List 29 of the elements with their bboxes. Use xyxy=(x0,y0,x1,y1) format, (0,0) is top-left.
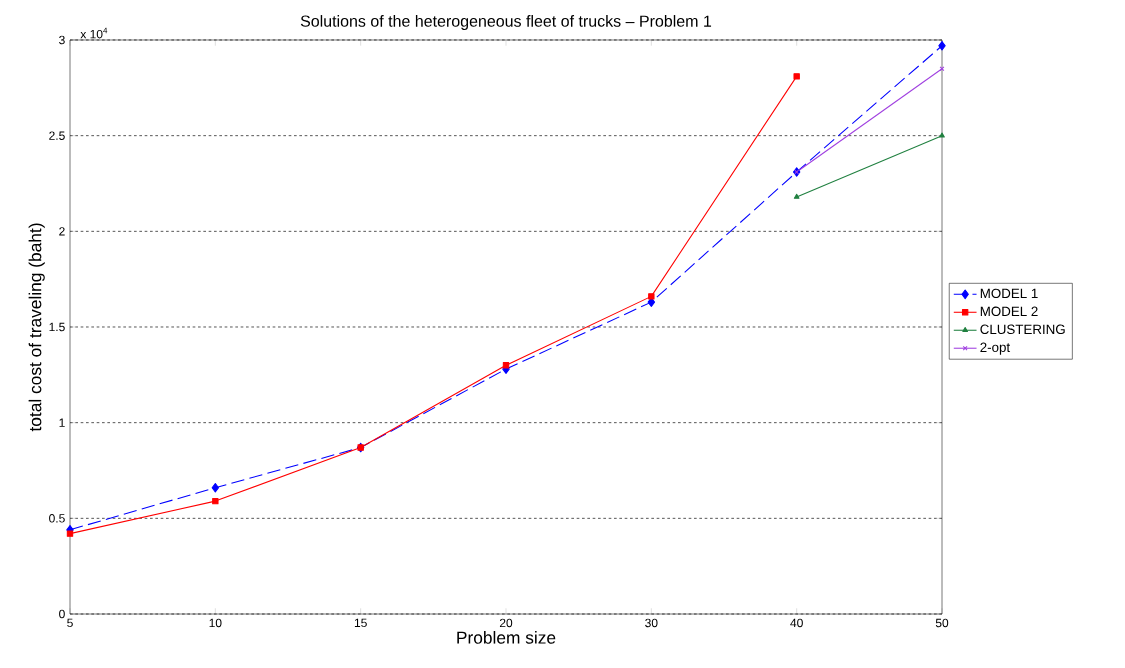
x-tick-label: 15 xyxy=(354,618,367,628)
x-tick-label: 20 xyxy=(499,618,513,628)
x-tick-label: 5 xyxy=(67,618,73,628)
point xyxy=(938,40,946,51)
y-tick-label: 1.5 xyxy=(49,322,65,332)
legend-label: MODEL 2 xyxy=(980,306,1038,317)
point xyxy=(793,73,800,80)
x-tick-label: 50 xyxy=(935,618,949,628)
y-axis-title: total cost of traveling (baht) xyxy=(28,223,45,432)
y-tick-label: 2.5 xyxy=(49,131,65,140)
point xyxy=(211,482,220,493)
legend-label: CLUSTERING xyxy=(980,324,1065,335)
x-tick-label: 40 xyxy=(790,618,803,628)
y-tick-label: 3 xyxy=(59,35,65,45)
legend-label: MODEL 1 xyxy=(980,288,1038,299)
text: x 10$^{4}$ xyxy=(80,27,108,39)
point xyxy=(502,362,510,369)
x-tick-label: 30 xyxy=(645,618,658,628)
point xyxy=(212,497,219,505)
point xyxy=(648,293,655,300)
y-tick-label: 2 xyxy=(59,227,65,236)
legend-label: 2-opt xyxy=(980,342,1011,355)
x-axis-title: Problem size xyxy=(457,631,556,644)
point xyxy=(66,530,74,537)
x-tick-label: 10 xyxy=(209,618,222,628)
y-tick-label: 0.5 xyxy=(49,514,65,523)
y-tick-label: 0 xyxy=(59,609,65,619)
y-tick-label: 1 xyxy=(59,418,65,427)
chart-title: Solutions of the heterogeneous fleet of trucks – Problem 1 xyxy=(300,15,712,30)
